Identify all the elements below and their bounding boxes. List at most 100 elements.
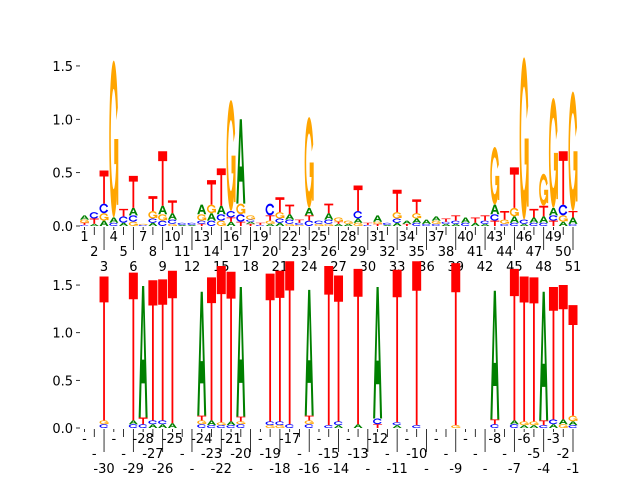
logo-letter-shape: [354, 269, 363, 424]
logo-letter-shape: [373, 287, 382, 419]
logo-column: [139, 224, 148, 226]
bottom-logo-panel: 0.00.51.01.5---30---29-28-27-26-25---24-…: [52, 261, 579, 477]
logo-letter-shape: [510, 420, 519, 424]
logo-letter-shape: [246, 224, 255, 226]
x-tick-label: -: [385, 447, 390, 462]
x-tick-label: 51: [565, 260, 582, 275]
logo-column: [568, 92, 577, 226]
logo-letter-shape: [285, 214, 294, 219]
logo-column: [393, 190, 402, 226]
logo-letter-shape: [148, 196, 157, 211]
x-tick-label: 35: [408, 245, 425, 260]
x-tick-label: 42: [477, 260, 494, 275]
logo-letter-shape: [451, 263, 460, 425]
logo-column: [559, 151, 568, 226]
x-tick-label: -12: [367, 432, 388, 447]
logo-column: [344, 221, 353, 226]
x-tick-label: -25: [162, 432, 183, 447]
logo-letter-C: [197, 221, 206, 224]
logo-letter-A: [148, 424, 157, 428]
x-tick-label: -26: [152, 462, 173, 477]
logo-column: [353, 185, 362, 226]
logo-letter-shape: [500, 224, 509, 226]
logo-column: [256, 223, 265, 226]
logo-letter-shape: [324, 204, 333, 214]
y-tick-label: 1.5: [52, 279, 73, 294]
logo-letter-C: [158, 420, 167, 424]
logo-letter-shape: [529, 209, 538, 218]
logo-column: [285, 261, 294, 428]
logo-letter-C: [393, 422, 402, 425]
logo-letter-shape: [236, 287, 245, 417]
x-tick-label: 48: [535, 260, 552, 275]
x-tick-label: 14: [203, 245, 220, 260]
x-tick-label: -: [82, 432, 87, 447]
x-tick-label: -: [317, 432, 322, 447]
logo-letter-shape: [295, 225, 304, 226]
logo-letter-shape: [158, 279, 167, 420]
logo-letter-C: [139, 424, 148, 428]
logo-letter-shape: [559, 151, 568, 204]
logo-letter-A: [354, 424, 363, 428]
logo-letter-shape: [80, 215, 89, 219]
x-tick-label: 44: [496, 245, 513, 260]
y-tick-label: 1.0: [52, 327, 73, 342]
logo-letter-G: [520, 421, 529, 425]
logo-letter-A: [168, 423, 177, 428]
x-tick-label: -: [346, 432, 351, 447]
logo-letter-G: [520, 57, 529, 219]
logo-letter-shape: [559, 222, 568, 226]
logo-letter-shape: [99, 204, 108, 214]
logo-letter-G: [246, 215, 255, 219]
logo-letter-shape: [227, 217, 236, 221]
logo-letter-shape: [148, 420, 157, 424]
x-tick-label: -9: [449, 462, 462, 477]
x-tick-label: -8: [488, 432, 501, 447]
logo-letter-C: [305, 221, 314, 226]
logo-letter-C: [510, 223, 519, 226]
logo-letter-G: [266, 221, 275, 224]
logo-letter-shape: [266, 204, 275, 216]
x-tick-label: 7: [139, 230, 147, 245]
logo-column: [99, 171, 108, 226]
logo-letter-A: [217, 206, 226, 215]
logo-letter-shape: [422, 220, 431, 224]
logo-letter-A: [569, 217, 578, 223]
logo-letter-shape: [314, 221, 323, 224]
x-tick-label: -27: [142, 447, 163, 462]
x-tick-label: -23: [201, 447, 222, 462]
logo-letter-G: [285, 224, 294, 226]
logo-letter-shape: [539, 420, 548, 425]
logo-letter-shape: [490, 419, 499, 424]
logo-letter-G: [549, 98, 558, 208]
x-tick-label: 40: [457, 230, 474, 245]
logo-letter-A: [305, 290, 314, 416]
logo-letter-C: [568, 425, 577, 428]
logo-letter-T: [227, 217, 236, 221]
logo-column: [217, 168, 226, 226]
x-tick-label: 13: [193, 230, 210, 245]
logo-letter-shape: [549, 208, 558, 215]
logo-letter-shape: [226, 425, 235, 428]
logo-letter-G: [314, 224, 323, 226]
logo-letter-G: [344, 221, 353, 224]
logo-letter-shape: [158, 214, 167, 220]
x-tick-label: -22: [211, 462, 232, 477]
logo-letter-shape: [402, 224, 411, 226]
logo-letter-T: [549, 221, 558, 226]
logo-letter-shape: [236, 214, 245, 221]
logo-letter-shape: [305, 416, 314, 421]
logo-letter-shape: [539, 292, 548, 421]
logo-letter-G: [168, 224, 177, 226]
logo-column: [90, 212, 99, 226]
logo-letter-C: [99, 204, 108, 214]
x-tick-label: -28: [133, 432, 154, 447]
x-tick-label: -: [463, 432, 468, 447]
logo-letter-shape: [197, 221, 206, 224]
logo-letter-shape: [393, 425, 402, 428]
logo-letter-shape: [305, 117, 314, 208]
logo-letter-C: [236, 214, 245, 221]
logo-letter-shape: [256, 223, 265, 225]
x-tick-label: -: [365, 462, 370, 477]
logo-column: [207, 180, 216, 226]
